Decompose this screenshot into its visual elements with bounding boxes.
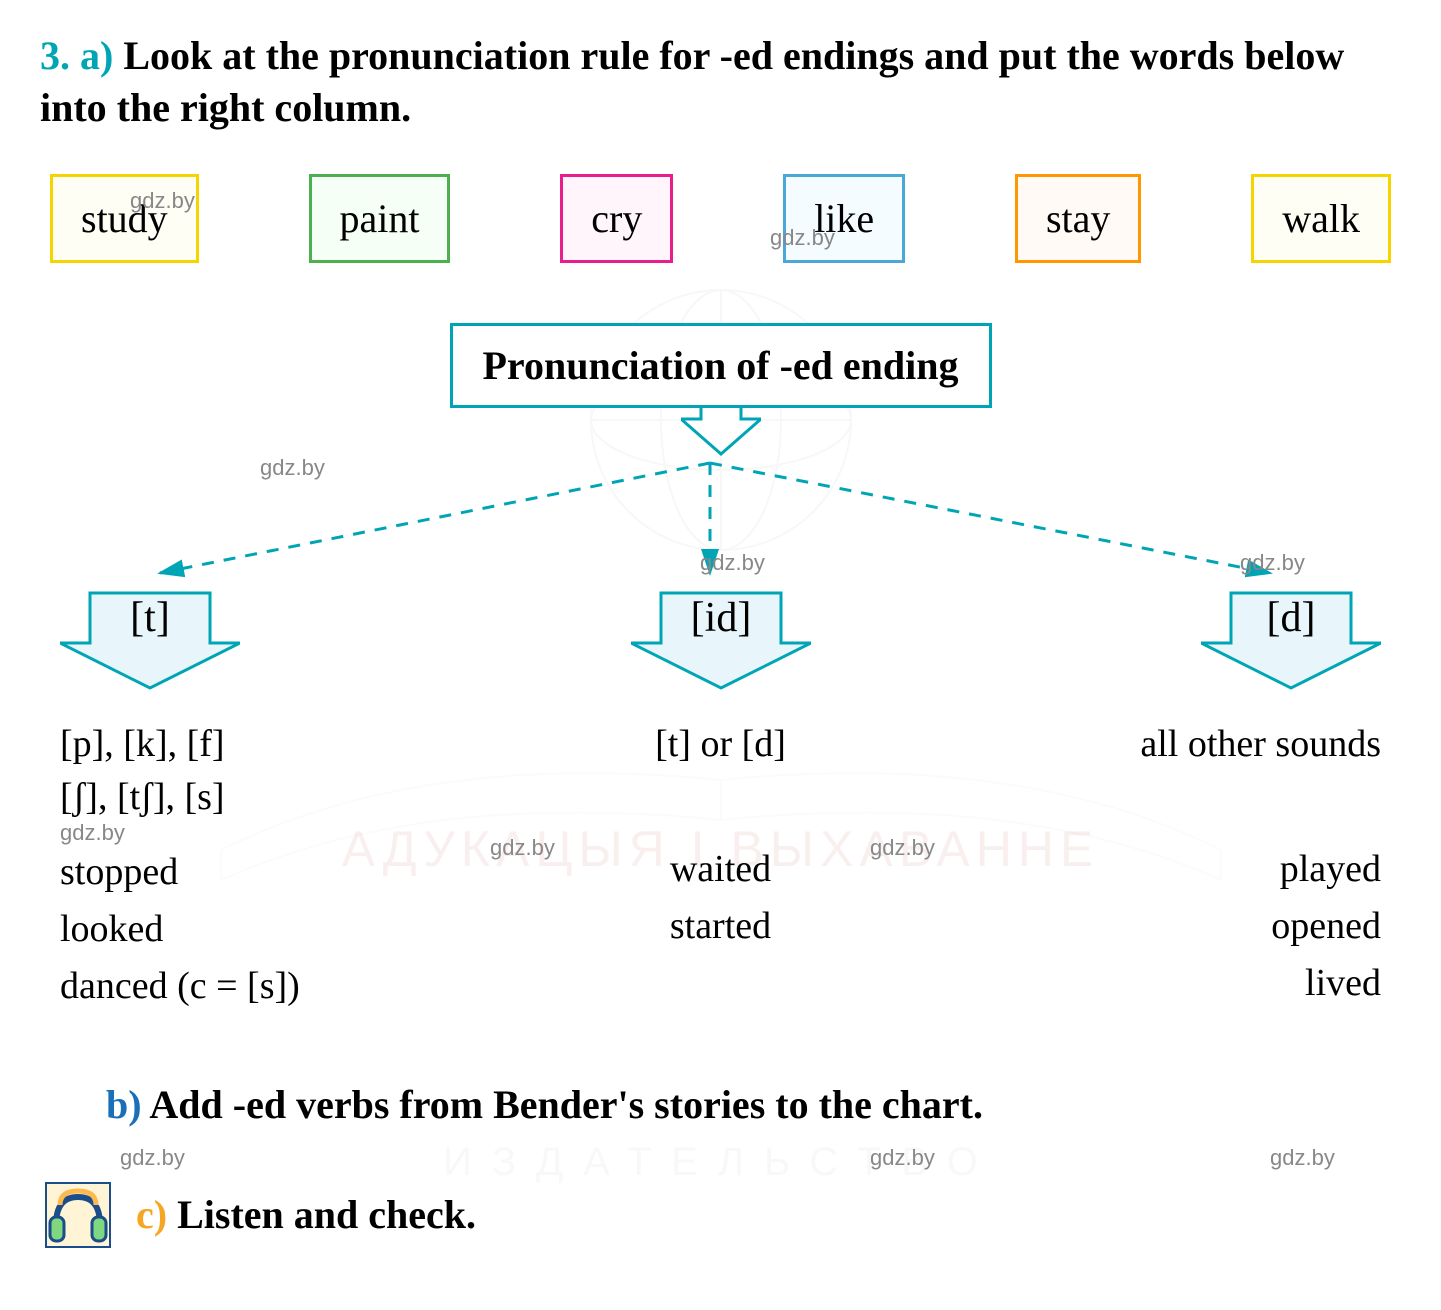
gdz-watermark: gdz.by [130, 188, 195, 214]
gdz-watermark: gdz.by [490, 835, 555, 861]
col-t-ex2: looked [60, 901, 460, 958]
col-id-rule: [t] or [d] [521, 718, 921, 771]
gdz-watermark: gdz.by [1270, 1145, 1335, 1171]
part-a-text: Look at the pronunciation rule for -ed e… [40, 33, 1344, 130]
gdz-watermark: gdz.by [870, 835, 935, 861]
col-t-rule2: [ʃ], [tʃ], [s] [60, 771, 460, 824]
word-box-walk: walk [1251, 174, 1391, 263]
bottom-section: b) Add -ed verbs from Bender's stories t… [40, 1073, 1401, 1253]
word-box-paint: paint [309, 174, 451, 263]
part-b-line: b) Add -ed verbs from Bender's stories t… [40, 1073, 1401, 1137]
word-boxes-row: study paint cry like stay walk [40, 174, 1401, 263]
col-d-ex3: lived [981, 955, 1381, 1012]
column-id: [id] [t] or [d] waited started [521, 583, 921, 955]
part-c-text: Listen and check. [177, 1192, 476, 1237]
word-box-cry: cry [560, 174, 673, 263]
part-a-letter: a) [80, 33, 113, 78]
col-d-ex2: opened [981, 898, 1381, 955]
col-d-ex1: played [981, 841, 1381, 898]
col-id-ex1: waited [521, 841, 921, 898]
col-id-ex2: started [521, 898, 921, 955]
chart-main-title: Pronunciation of -ed ending [450, 323, 992, 408]
headphones-icon [40, 1177, 116, 1253]
column-d: [d] all other sounds played opened lived [981, 583, 1381, 1012]
part-c-letter: c) [136, 1192, 167, 1237]
gdz-watermark: gdz.by [60, 820, 125, 846]
arrow-down-icon [681, 399, 761, 459]
column-t: [t] [p], [k], [f] [ʃ], [tʃ], [s] stopped… [60, 583, 460, 1015]
part-c-line: c) Listen and check. [40, 1177, 1401, 1253]
part-b-letter: b) [106, 1082, 142, 1127]
gdz-watermark: gdz.by [120, 1145, 185, 1171]
gdz-watermark: gdz.by [770, 225, 835, 251]
col-d-rule: all other sounds [981, 718, 1381, 771]
gdz-watermark: gdz.by [700, 550, 765, 576]
col-t-ex1: stopped [60, 844, 460, 901]
gdz-watermark: gdz.by [870, 1145, 935, 1171]
gdz-watermark: gdz.by [260, 455, 325, 481]
col-t-rule1: [p], [k], [f] [60, 718, 460, 771]
pronunciation-chart: Pronunciation of -ed ending [t] [p], [k]… [40, 323, 1401, 1043]
exercise-number: 3. [40, 33, 70, 78]
dashed-connectors [40, 453, 1401, 613]
col-t-ex3: danced (c = [s]) [60, 958, 460, 1015]
exercise-header: 3. a) Look at the pronunciation rule for… [40, 30, 1401, 134]
gdz-watermark: gdz.by [1240, 550, 1305, 576]
word-box-stay: stay [1015, 174, 1141, 263]
part-b-text: Add -ed verbs from Bender's stories to t… [149, 1082, 983, 1127]
